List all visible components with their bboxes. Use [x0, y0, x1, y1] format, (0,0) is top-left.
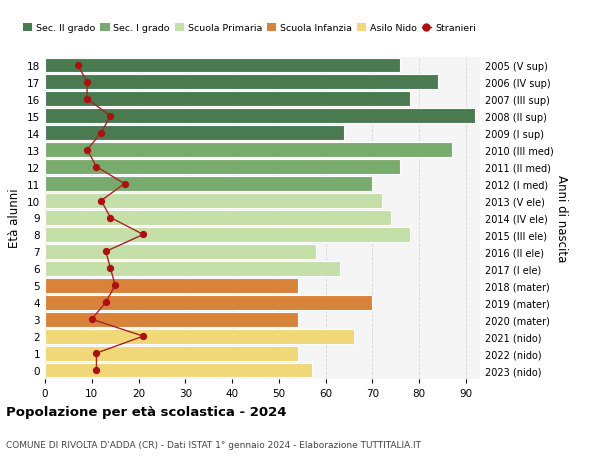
Point	[101, 248, 110, 256]
Bar	[45, 109, 475, 124]
Point	[92, 367, 101, 374]
Bar	[45, 126, 344, 141]
Bar	[45, 312, 298, 327]
Y-axis label: Età alunni: Età alunni	[8, 188, 22, 248]
Text: Popolazione per età scolastica - 2024: Popolazione per età scolastica - 2024	[6, 405, 287, 419]
Text: COMUNE DI RIVOLTA D'ADDA (CR) - Dati ISTAT 1° gennaio 2024 - Elaborazione TUTTIT: COMUNE DI RIVOLTA D'ADDA (CR) - Dati IST…	[6, 441, 421, 449]
Bar	[45, 194, 382, 208]
Point	[82, 79, 92, 86]
Point	[110, 282, 120, 289]
Bar	[45, 160, 400, 175]
Bar	[45, 329, 354, 344]
Point	[92, 350, 101, 357]
Y-axis label: Anni di nascita: Anni di nascita	[554, 174, 568, 262]
Point	[92, 163, 101, 171]
Point	[87, 316, 97, 323]
Point	[106, 113, 115, 120]
Bar	[45, 363, 311, 378]
Bar	[45, 295, 373, 310]
Point	[120, 180, 130, 188]
Bar	[45, 261, 340, 276]
Point	[106, 214, 115, 222]
Bar	[45, 58, 400, 73]
Bar	[45, 177, 373, 192]
Point	[82, 147, 92, 154]
Bar	[45, 211, 391, 225]
Bar	[45, 278, 298, 293]
Point	[139, 333, 148, 340]
Point	[73, 62, 83, 69]
Bar	[45, 244, 316, 259]
Point	[106, 265, 115, 273]
Point	[101, 299, 110, 306]
Legend: Sec. II grado, Sec. I grado, Scuola Primaria, Scuola Infanzia, Asilo Nido, Stran: Sec. II grado, Sec. I grado, Scuola Prim…	[19, 20, 479, 37]
Point	[97, 197, 106, 205]
Point	[97, 130, 106, 137]
Bar	[45, 346, 298, 361]
Bar	[45, 75, 438, 90]
Bar	[45, 92, 410, 107]
Bar	[45, 143, 452, 158]
Point	[139, 231, 148, 239]
Bar	[45, 228, 410, 242]
Point	[82, 96, 92, 103]
